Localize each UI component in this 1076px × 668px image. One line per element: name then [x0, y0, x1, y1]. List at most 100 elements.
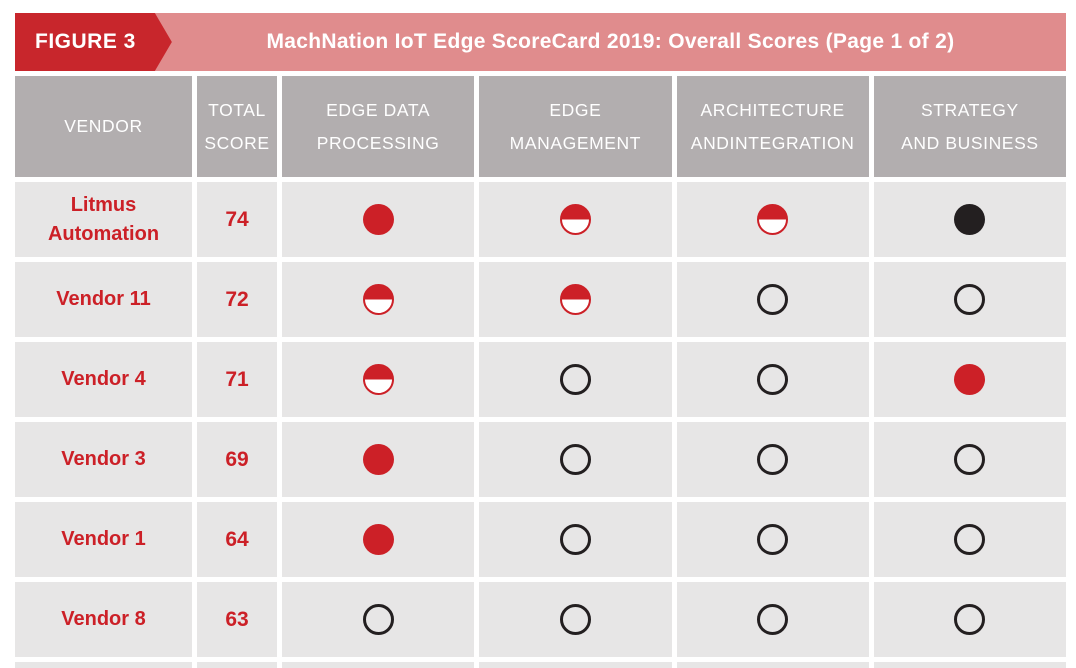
column-header-vendor: VENDOR	[15, 76, 192, 177]
rating-cell	[282, 342, 475, 417]
rating-cell	[676, 422, 869, 497]
rating-red-half-icon	[757, 204, 789, 235]
table-body: Litmus Automation 74 Vendor 11 72 Vendor 4 71…	[15, 182, 1066, 668]
column-header-strategy-and-business: STRATEGY AND BUSINESS	[873, 76, 1066, 177]
rating-cell	[479, 502, 672, 577]
column-header-text: EDGE DATA	[326, 99, 431, 120]
figure-number-text: FIGURE 3	[35, 30, 136, 53]
total-score-cell: 71	[197, 342, 277, 417]
rating-empty-icon	[757, 284, 789, 315]
rating-cell	[676, 342, 869, 417]
rating-empty-icon	[559, 524, 591, 555]
rating-cell	[282, 582, 475, 657]
rating-cell	[676, 582, 869, 657]
rating-empty-icon	[559, 364, 591, 395]
rating-cell	[873, 502, 1066, 577]
table-row: Vendor 11 72	[15, 262, 1066, 337]
figure-title-text: MachNation IoT Edge ScoreCard 2019: Over…	[266, 30, 955, 53]
rating-red-full-icon	[362, 524, 394, 555]
column-header-text: VENDOR	[64, 116, 143, 136]
total-score: 63	[225, 607, 249, 631]
total-score: 69	[225, 447, 249, 471]
vendor-name: Vendor 11	[56, 288, 151, 310]
rating-cell	[676, 662, 869, 668]
rating-empty-icon	[757, 604, 789, 635]
rating-empty-icon	[954, 284, 986, 315]
total-score-cell: 69	[197, 422, 277, 497]
table-row	[15, 662, 1066, 668]
total-score-cell: 74	[197, 182, 277, 257]
column-header-edge-data-processing: EDGE DATA PROCESSING	[282, 76, 475, 177]
vendor-name: Vendor 8	[61, 608, 146, 630]
vendor-cell	[15, 662, 192, 668]
table-header-row: VENDOR TOTAL SCORE EDGE DATA PROCESSING EDGE M…	[15, 76, 1066, 177]
rating-red-half-icon	[559, 284, 591, 315]
column-header-architecture-and-integration: ARCHITECTURE ANDINTEGRATION	[676, 76, 869, 177]
column-header-total-score: TOTAL SCORE	[197, 76, 277, 177]
total-score: 71	[225, 367, 249, 391]
rating-cell	[873, 262, 1066, 337]
rating-red-full-icon	[362, 204, 394, 235]
rating-cell	[282, 662, 475, 668]
total-score-cell: 63	[197, 582, 277, 657]
column-header-text: MANAGEMENT	[509, 132, 642, 153]
vendor-name: Vendor 3	[61, 448, 146, 470]
vendor-cell: Vendor 11	[15, 262, 192, 337]
vendor-cell: Vendor 8	[15, 582, 192, 657]
rating-cell	[479, 662, 672, 668]
figure-title-bar: FIGURE 3 MachNation IoT Edge ScoreCard 2…	[15, 13, 1066, 71]
total-score-cell: 72	[197, 262, 277, 337]
rating-red-half-icon	[559, 204, 591, 235]
rating-cell	[676, 502, 869, 577]
rating-cell	[873, 662, 1066, 668]
rating-cell	[479, 262, 672, 337]
column-header-edge-management: EDGE MANAGEMENT	[479, 76, 672, 177]
rating-empty-icon	[559, 604, 591, 635]
scorecard-table: VENDOR TOTAL SCORE EDGE DATA PROCESSING EDGE M…	[15, 76, 1066, 668]
figure-title-banner: MachNation IoT Edge ScoreCard 2019: Over…	[154, 13, 1066, 71]
rating-cell	[873, 582, 1066, 657]
column-header-text: TOTAL	[208, 99, 266, 120]
rating-red-full-icon	[362, 444, 394, 475]
column-header-text: AND BUSINESS	[901, 132, 1039, 153]
column-header-text: SCORE	[204, 132, 270, 153]
total-score-cell	[197, 662, 277, 668]
total-score: 74	[225, 207, 249, 231]
vendor-cell: Vendor 3	[15, 422, 192, 497]
vendor-name: Vendor 4	[61, 368, 146, 390]
column-header-text: PROCESSING	[316, 132, 440, 153]
rating-red-full-icon	[954, 364, 986, 395]
rating-empty-icon	[757, 364, 789, 395]
column-header-text: STRATEGY	[920, 99, 1019, 120]
rating-cell	[479, 422, 672, 497]
rating-cell	[282, 422, 475, 497]
rating-empty-icon	[954, 604, 986, 635]
table-row: Vendor 1 64	[15, 502, 1066, 577]
rating-cell	[282, 262, 475, 337]
total-score: 64	[225, 527, 249, 551]
rating-cell	[479, 182, 672, 257]
vendor-cell: Vendor 1	[15, 502, 192, 577]
rating-red-half-icon	[362, 284, 394, 315]
vendor-name: Vendor 1	[61, 528, 146, 550]
rating-cell	[676, 182, 869, 257]
column-header-text: ANDINTEGRATION	[690, 132, 855, 153]
rating-cell	[873, 422, 1066, 497]
table-row: Litmus Automation 74	[15, 182, 1066, 257]
rating-empty-icon	[362, 604, 394, 635]
rating-cell	[479, 342, 672, 417]
column-header-text: ARCHITECTURE	[700, 99, 845, 120]
vendor-cell: Litmus Automation	[15, 182, 192, 257]
rating-empty-icon	[559, 444, 591, 475]
rating-cell	[873, 342, 1066, 417]
rating-empty-icon	[757, 524, 789, 555]
total-score-cell: 64	[197, 502, 277, 577]
vendor-cell: Vendor 4	[15, 342, 192, 417]
rating-cell	[479, 582, 672, 657]
table-row: Vendor 4 71	[15, 342, 1066, 417]
rating-cell	[873, 182, 1066, 257]
rating-empty-icon	[954, 524, 986, 555]
rating-empty-icon	[954, 444, 986, 475]
rating-black-full-icon	[954, 204, 986, 235]
